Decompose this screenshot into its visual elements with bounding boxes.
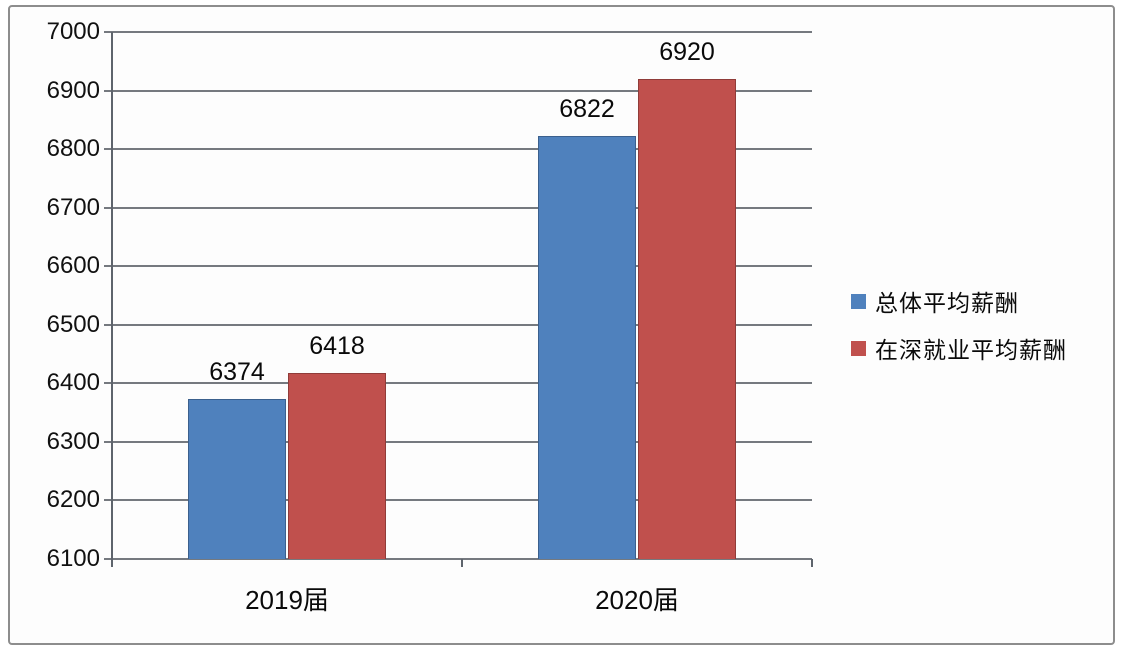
bar-series0-2020届	[538, 136, 636, 559]
legend-swatch-blue	[851, 293, 866, 309]
bar-value-label-series1-2019届: 6418	[309, 331, 365, 360]
y-tick-label-6400: 6400	[46, 369, 100, 397]
y-tick-label-6900: 6900	[46, 76, 100, 104]
y-tick-label-6600: 6600	[46, 252, 100, 280]
bar-value-label-series1-2020届: 6920	[659, 37, 715, 66]
bar-value-label-series0-2020届: 6822	[559, 95, 615, 124]
legend-label-overall: 总体平均薪酬	[875, 291, 1019, 316]
bar-series0-2019届	[188, 398, 286, 559]
y-tick-label-6800: 6800	[46, 135, 100, 163]
x-axis-tick-0	[461, 559, 463, 567]
legend-swatch-red	[851, 340, 866, 356]
gridline-6900	[104, 89, 812, 92]
y-tick-label-6300: 6300	[46, 427, 100, 455]
gridline-6400	[104, 382, 812, 385]
gridline-6800	[104, 148, 812, 151]
bar-series1-2020届	[638, 78, 736, 559]
y-tick-label-7000: 7000	[46, 18, 100, 45]
x-axis-tick-1	[811, 559, 813, 567]
legend-item-shenzhen: 在深就业平均薪酬	[851, 333, 1067, 363]
y-axis-line	[111, 32, 113, 567]
chart-frame: 7000 6900 6800 6700 6600 6500 6400 6300 6200 6100…	[8, 5, 1115, 645]
gridline-6700	[104, 206, 812, 209]
y-tick-label-6100: 6100	[46, 545, 100, 572]
gridline-7000	[104, 31, 812, 33]
y-tick-label-6500: 6500	[46, 310, 100, 338]
gridline-6300	[104, 440, 812, 443]
legend-item-overall: 总体平均薪酬	[851, 286, 1019, 316]
y-tick-label-6200: 6200	[46, 486, 100, 514]
x-axis-category-label-2020届: 2020届	[595, 585, 679, 615]
gridline-6200	[104, 499, 812, 502]
x-axis-category-label-2019届: 2019届	[245, 585, 329, 615]
gridline-6500	[104, 323, 812, 326]
bar-series1-2019届	[288, 372, 386, 559]
bar-value-label-series0-2019届: 6374	[209, 357, 265, 386]
legend-label-shenzhen: 在深就业平均薪酬	[875, 338, 1067, 363]
gridline-6100	[104, 558, 812, 560]
gridline-6600	[104, 265, 812, 268]
y-tick-label-6700: 6700	[46, 193, 100, 221]
